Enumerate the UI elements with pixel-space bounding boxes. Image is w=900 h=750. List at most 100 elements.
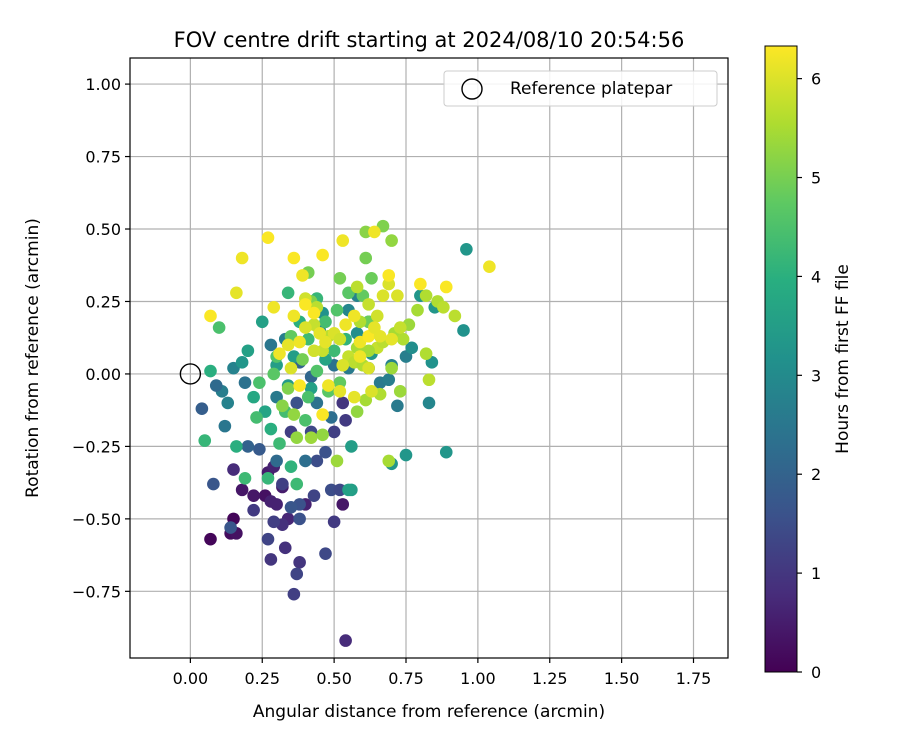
data-point bbox=[212, 321, 226, 334]
data-point bbox=[261, 471, 275, 485]
colorbar-label: Hours from first FF file bbox=[833, 264, 853, 454]
data-point bbox=[287, 309, 301, 323]
colorbar-tick-label: 4 bbox=[811, 267, 821, 286]
data-point bbox=[339, 318, 352, 331]
data-point bbox=[307, 344, 321, 358]
data-point bbox=[264, 495, 278, 508]
y-tick-label: 0.75 bbox=[85, 148, 121, 167]
data-point bbox=[350, 280, 364, 294]
data-point bbox=[195, 402, 209, 416]
data-point bbox=[281, 286, 295, 300]
data-point bbox=[460, 243, 473, 256]
data-point bbox=[330, 303, 344, 317]
data-point bbox=[411, 303, 424, 317]
data-point bbox=[281, 338, 295, 352]
data-point bbox=[327, 425, 341, 439]
chart-title: FOV centre drift starting at 2024/08/10 … bbox=[174, 28, 685, 52]
data-point bbox=[307, 306, 321, 320]
data-point bbox=[382, 373, 396, 387]
data-point bbox=[299, 414, 312, 427]
data-point bbox=[301, 390, 315, 404]
data-point bbox=[264, 422, 278, 436]
data-point bbox=[362, 298, 375, 311]
data-point bbox=[278, 541, 292, 555]
data-point bbox=[385, 234, 398, 247]
plot-frame bbox=[129, 57, 729, 659]
data-point bbox=[368, 321, 381, 334]
data-point bbox=[261, 532, 275, 546]
data-point bbox=[204, 309, 217, 323]
x-tick-label: 1.25 bbox=[532, 669, 568, 688]
y-tick-label: 1.00 bbox=[85, 75, 121, 94]
colorbar-ticks: 0 1 2 3 4 5 6 bbox=[797, 70, 821, 682]
data-point bbox=[365, 385, 378, 398]
data-point bbox=[296, 353, 309, 366]
data-point bbox=[273, 437, 286, 450]
colorbar-tick-label: 3 bbox=[811, 366, 821, 385]
legend-entry-reference-platepar: Reference platepar bbox=[510, 79, 672, 99]
data-point bbox=[439, 280, 453, 294]
data-point bbox=[368, 225, 381, 239]
x-tick-label: 0.00 bbox=[173, 669, 209, 688]
data-point bbox=[327, 515, 341, 529]
data-point bbox=[293, 379, 306, 392]
data-point bbox=[264, 553, 278, 566]
data-point bbox=[290, 431, 304, 445]
data-point bbox=[483, 260, 496, 273]
data-point bbox=[293, 556, 306, 569]
legend: Reference platepar bbox=[443, 70, 718, 107]
data-point bbox=[221, 396, 235, 410]
data-points bbox=[195, 219, 496, 647]
data-point bbox=[253, 443, 266, 456]
legend-box bbox=[443, 70, 718, 107]
reference-platepar-marker bbox=[179, 363, 202, 385]
data-point bbox=[396, 332, 410, 346]
data-point bbox=[299, 321, 312, 334]
data-point bbox=[290, 396, 304, 410]
y-tick-label: −0.25 bbox=[72, 437, 121, 456]
data-point bbox=[319, 315, 332, 329]
data-point bbox=[345, 440, 358, 453]
data-point bbox=[250, 411, 263, 424]
colorbar: 0 1 2 3 4 5 6 Hours from first FF file bbox=[764, 45, 853, 682]
x-tick-label: 1.00 bbox=[460, 669, 496, 688]
data-point bbox=[422, 396, 436, 410]
data-point bbox=[238, 471, 252, 485]
x-tick-label: 1.75 bbox=[676, 669, 712, 688]
data-point bbox=[209, 379, 223, 392]
data-point bbox=[204, 364, 217, 378]
data-point bbox=[419, 347, 433, 360]
data-point bbox=[353, 350, 367, 363]
data-point bbox=[382, 269, 396, 282]
data-point bbox=[299, 298, 312, 311]
data-point bbox=[316, 248, 329, 262]
data-point bbox=[362, 361, 375, 375]
data-point bbox=[336, 358, 350, 372]
data-point bbox=[437, 300, 450, 314]
data-point bbox=[399, 448, 413, 462]
data-point bbox=[284, 500, 298, 514]
data-point bbox=[319, 547, 332, 560]
data-point bbox=[290, 567, 304, 581]
data-point bbox=[287, 408, 301, 421]
data-point bbox=[333, 332, 347, 346]
data-point bbox=[247, 489, 260, 502]
data-point bbox=[238, 376, 252, 389]
data-point bbox=[336, 396, 350, 410]
x-tick-label: 1.50 bbox=[604, 669, 640, 688]
data-point bbox=[253, 376, 266, 389]
data-point bbox=[324, 483, 338, 497]
data-point bbox=[241, 440, 255, 453]
data-point bbox=[339, 634, 352, 647]
x-tick-label: 0.25 bbox=[244, 669, 280, 688]
colorbar-gradient bbox=[764, 45, 798, 673]
data-point bbox=[347, 309, 361, 323]
data-point bbox=[267, 367, 281, 381]
colorbar-tick-label: 1 bbox=[811, 564, 821, 583]
data-point bbox=[330, 454, 344, 468]
data-point bbox=[293, 512, 306, 526]
data-point bbox=[391, 399, 404, 413]
data-point bbox=[347, 390, 361, 404]
data-point bbox=[310, 454, 324, 468]
data-point bbox=[310, 364, 324, 378]
